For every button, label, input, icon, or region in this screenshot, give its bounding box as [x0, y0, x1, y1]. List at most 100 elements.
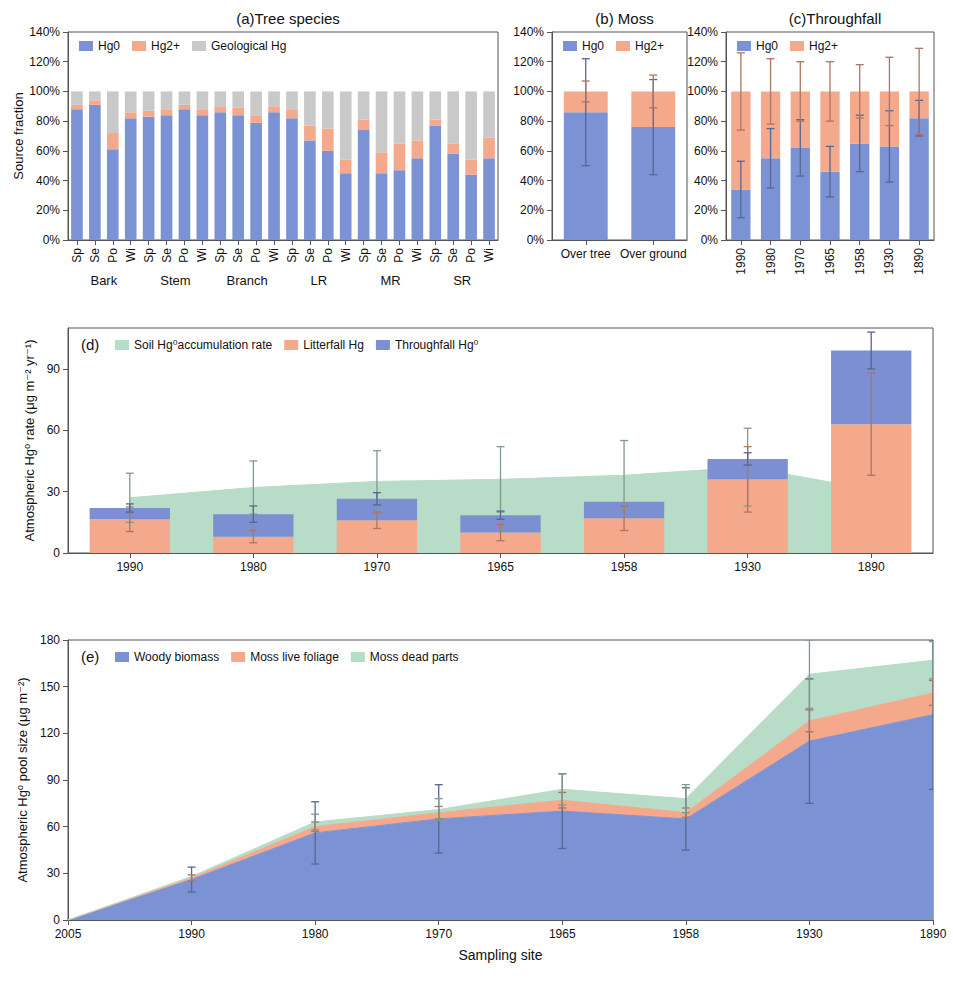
svg-text:Over tree: Over tree: [561, 247, 611, 261]
svg-text:180: 180: [40, 633, 60, 647]
svg-text:1965: 1965: [549, 927, 576, 941]
svg-text:Bark: Bark: [90, 273, 117, 288]
svg-text:Po: Po: [106, 248, 120, 263]
svg-text:Po: Po: [177, 248, 191, 263]
svg-text:1990: 1990: [116, 560, 143, 574]
svg-text:Hg2+: Hg2+: [635, 39, 664, 53]
svg-text:90: 90: [47, 362, 61, 376]
svg-text:1990: 1990: [178, 927, 205, 941]
svg-text:Sampling site: Sampling site: [458, 947, 542, 963]
svg-text:Hg0: Hg0: [582, 39, 604, 53]
svg-text:120%: 120%: [513, 55, 544, 69]
svg-text:1930: 1930: [796, 927, 823, 941]
svg-text:Atmospheric Hg⁰ pool size (μg: Atmospheric Hg⁰ pool size (μg m⁻²): [15, 677, 30, 882]
svg-text:Sp: Sp: [70, 248, 84, 263]
svg-text:Hg0: Hg0: [98, 39, 120, 53]
svg-text:1958: 1958: [611, 560, 638, 574]
svg-text:Se: Se: [160, 248, 174, 263]
svg-text:Se: Se: [231, 248, 245, 263]
svg-text:20%: 20%: [36, 203, 60, 217]
svg-text:Sp: Sp: [428, 248, 442, 263]
svg-text:Moss dead parts: Moss dead parts: [370, 650, 459, 664]
svg-text:0: 0: [53, 913, 60, 927]
svg-text:0: 0: [53, 546, 60, 560]
svg-text:(c)Throughfall: (c)Throughfall: [789, 10, 882, 27]
svg-text:(e): (e): [81, 648, 99, 665]
svg-text:60%: 60%: [694, 144, 718, 158]
svg-text:1980: 1980: [302, 927, 329, 941]
svg-text:Po: Po: [392, 248, 406, 263]
svg-text:80%: 80%: [520, 114, 544, 128]
svg-text:Se: Se: [375, 248, 389, 263]
svg-text:MR: MR: [380, 273, 400, 288]
svg-text:Po: Po: [321, 248, 335, 263]
svg-text:60%: 60%: [520, 144, 544, 158]
svg-text:150: 150: [40, 680, 60, 694]
svg-text:Sp: Sp: [142, 248, 156, 263]
svg-text:1965: 1965: [487, 560, 514, 574]
svg-text:1958: 1958: [673, 927, 700, 941]
svg-text:Po: Po: [464, 248, 478, 263]
svg-text:120%: 120%: [29, 55, 60, 69]
svg-text:Wi: Wi: [124, 248, 138, 262]
svg-text:Woody biomass: Woody biomass: [134, 650, 219, 664]
svg-text:Wi: Wi: [267, 248, 281, 262]
svg-text:Hg2+: Hg2+: [151, 39, 180, 53]
svg-text:Moss live foliage: Moss live foliage: [250, 650, 339, 664]
svg-text:0%: 0%: [43, 233, 61, 247]
svg-text:100%: 100%: [687, 84, 718, 98]
svg-text:40%: 40%: [694, 174, 718, 188]
svg-text:20%: 20%: [520, 203, 544, 217]
svg-text:60: 60: [47, 820, 61, 834]
svg-text:1970: 1970: [425, 927, 452, 941]
svg-text:Source fraction: Source fraction: [11, 92, 26, 179]
svg-text:60%: 60%: [36, 144, 60, 158]
svg-text:100%: 100%: [29, 84, 60, 98]
svg-text:Litterfall Hg: Litterfall Hg: [303, 338, 364, 352]
svg-text:SR: SR: [453, 273, 471, 288]
svg-text:Wi: Wi: [339, 248, 353, 262]
svg-text:Atmospheric Hg⁰ rate (μg m⁻² y: Atmospheric Hg⁰ rate (μg m⁻² yr⁻¹): [22, 340, 37, 542]
svg-text:2005: 2005: [55, 927, 82, 941]
svg-text:Geological Hg: Geological Hg: [211, 39, 286, 53]
svg-text:1990: 1990: [734, 248, 748, 275]
svg-text:140%: 140%: [513, 25, 544, 39]
svg-text:Branch: Branch: [227, 273, 268, 288]
svg-text:30: 30: [47, 866, 61, 880]
svg-text:(b) Moss: (b) Moss: [595, 10, 653, 27]
svg-text:120: 120: [40, 726, 60, 740]
svg-text:Throughfall Hg⁰: Throughfall Hg⁰: [395, 338, 479, 352]
svg-text:1930: 1930: [882, 248, 896, 275]
svg-text:Over ground: Over ground: [620, 247, 687, 261]
svg-text:(a)Tree species: (a)Tree species: [236, 10, 340, 27]
svg-text:1980: 1980: [240, 560, 267, 574]
svg-text:140%: 140%: [29, 25, 60, 39]
svg-text:1890: 1890: [858, 560, 885, 574]
svg-text:Sp: Sp: [213, 248, 227, 263]
svg-text:Wi: Wi: [482, 248, 496, 262]
svg-text:0%: 0%: [527, 233, 545, 247]
svg-text:40%: 40%: [36, 174, 60, 188]
svg-text:1970: 1970: [793, 248, 807, 275]
svg-text:1965: 1965: [823, 248, 837, 275]
svg-text:Sp: Sp: [285, 248, 299, 263]
svg-text:1890: 1890: [920, 927, 947, 941]
svg-text:90: 90: [47, 773, 61, 787]
svg-text:Po: Po: [249, 248, 263, 263]
svg-text:20%: 20%: [694, 203, 718, 217]
svg-text:100%: 100%: [513, 84, 544, 98]
svg-text:1890: 1890: [912, 248, 926, 275]
svg-text:Wi: Wi: [195, 248, 209, 262]
svg-text:Se: Se: [303, 248, 317, 263]
svg-text:60: 60: [47, 423, 61, 437]
svg-text:Sp: Sp: [357, 248, 371, 263]
svg-text:Hg0: Hg0: [756, 39, 778, 53]
svg-text:1958: 1958: [853, 248, 867, 275]
svg-text:Se: Se: [446, 248, 460, 263]
svg-text:Soil Hg⁰accumulation rate: Soil Hg⁰accumulation rate: [134, 338, 273, 352]
svg-text:80%: 80%: [694, 114, 718, 128]
svg-text:Hg2+: Hg2+: [809, 39, 838, 53]
svg-text:Wi: Wi: [410, 248, 424, 262]
svg-text:(d): (d): [81, 336, 99, 353]
svg-text:1930: 1930: [734, 560, 761, 574]
